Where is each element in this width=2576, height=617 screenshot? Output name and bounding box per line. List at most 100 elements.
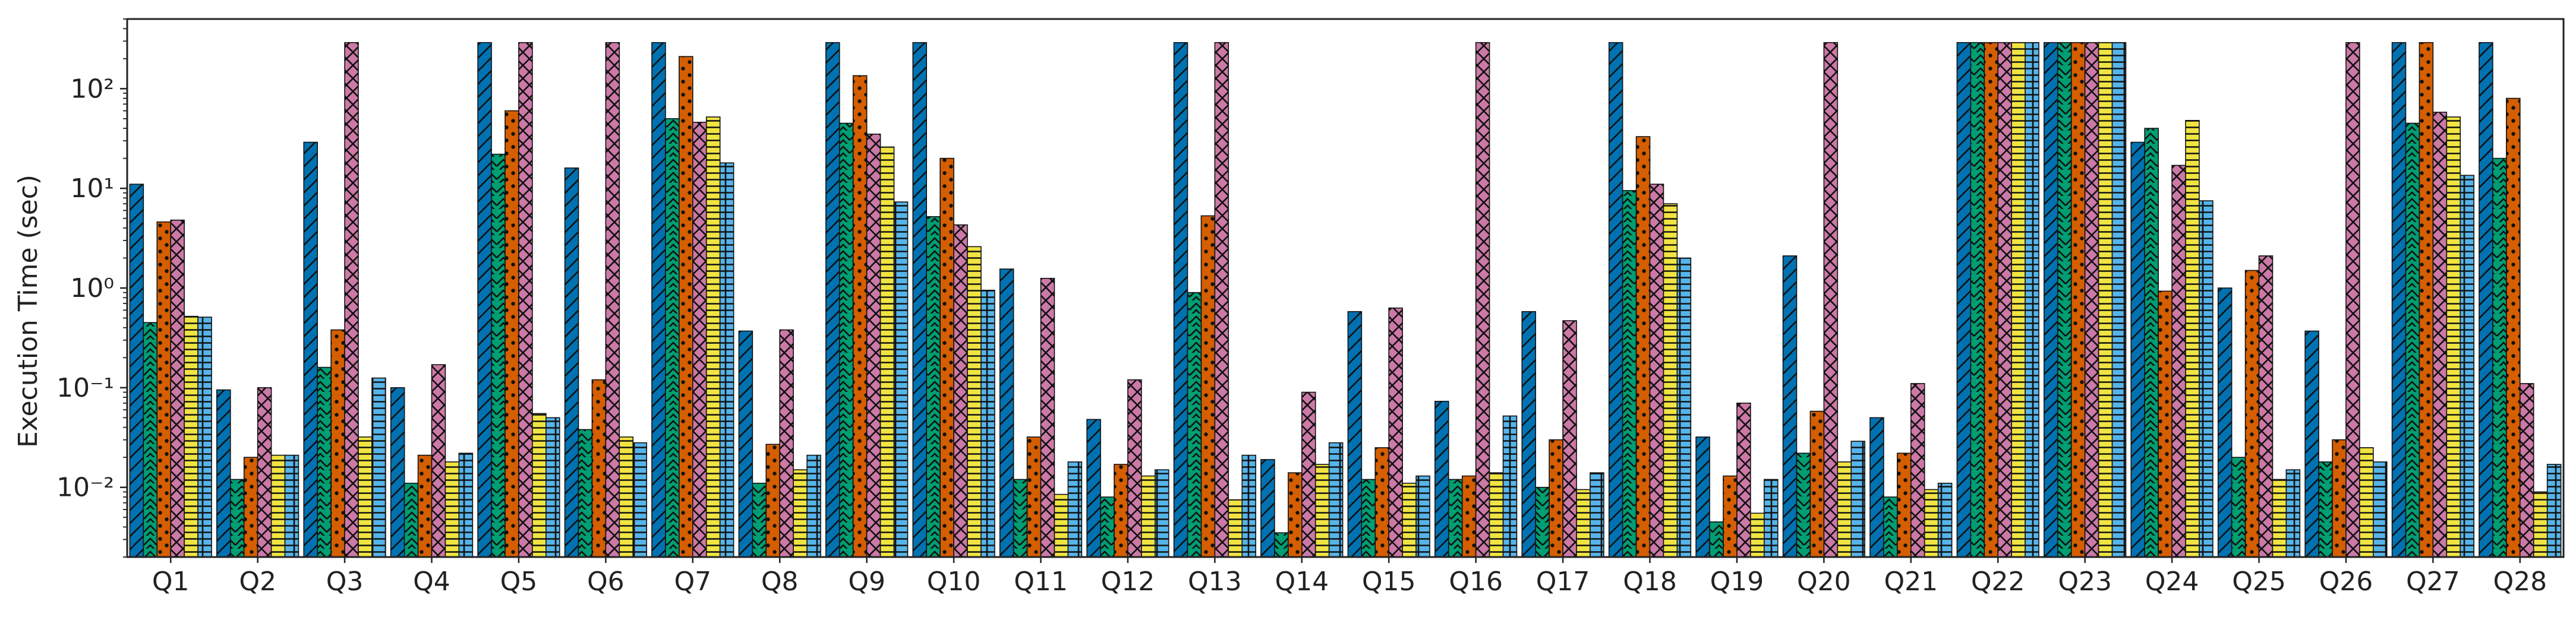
x-tick-label-q1: Q1 bbox=[152, 567, 190, 597]
bar-q26-series-3 bbox=[2332, 439, 2347, 558]
bar-q3-series-6 bbox=[371, 377, 386, 558]
bar-q2-series-6 bbox=[284, 454, 299, 558]
bar-q2-series-2 bbox=[229, 479, 245, 558]
bar-q20-series-4 bbox=[1823, 42, 1839, 558]
bar-q17-series-1 bbox=[1521, 311, 1536, 558]
bar-q27-series-5 bbox=[2446, 116, 2461, 558]
bar-q24-series-1 bbox=[2130, 141, 2145, 558]
bar-q9-series-2 bbox=[838, 122, 854, 558]
bar-q28-series-4 bbox=[2519, 383, 2534, 558]
bar-q1-series-4 bbox=[170, 219, 185, 558]
bar-q28-series-1 bbox=[2479, 42, 2493, 558]
bar-q3-series-3 bbox=[330, 329, 345, 558]
bar-group-q7 bbox=[651, 42, 734, 558]
bar-q22-series-1 bbox=[1956, 42, 1972, 558]
bar-q3-series-5 bbox=[358, 436, 373, 558]
bar-q9-series-3 bbox=[852, 75, 868, 558]
bar-q16-series-4 bbox=[1475, 42, 1490, 558]
bar-q9-series-5 bbox=[879, 146, 895, 558]
bar-q22-series-5 bbox=[2011, 42, 2026, 558]
bar-q11-series-2 bbox=[1013, 479, 1028, 558]
bar-group-q11 bbox=[999, 268, 1083, 558]
x-tick-label-q21: Q21 bbox=[1884, 567, 1938, 597]
bar-q7-series-5 bbox=[705, 116, 721, 558]
bar-q20-series-6 bbox=[1850, 441, 1865, 558]
bar-q13-series-2 bbox=[1187, 292, 1202, 558]
bar-q14-series-5 bbox=[1314, 464, 1330, 558]
bar-q24-series-6 bbox=[2199, 200, 2214, 558]
bar-q6-series-1 bbox=[564, 167, 579, 558]
bar-q4-series-5 bbox=[444, 461, 460, 558]
bar-q18-series-5 bbox=[1663, 203, 1678, 558]
bar-group-q3 bbox=[303, 42, 386, 558]
bar-q18-series-4 bbox=[1649, 183, 1664, 558]
bar-group-q21 bbox=[1869, 383, 1953, 558]
bar-q9-series-4 bbox=[866, 134, 881, 558]
bar-q21-series-4 bbox=[1910, 383, 1925, 558]
y-tick-label: 10⁻² bbox=[56, 473, 114, 503]
bar-q26-series-4 bbox=[2345, 42, 2360, 558]
bar-q17-series-3 bbox=[1549, 439, 1563, 558]
y-tick-label: 10¹ bbox=[70, 173, 114, 204]
bar-q15-series-4 bbox=[1388, 307, 1403, 558]
bar-q24-series-4 bbox=[2171, 164, 2186, 558]
bar-q12-series-1 bbox=[1086, 419, 1101, 558]
bar-group-q22 bbox=[1956, 42, 2039, 558]
bar-q8-series-3 bbox=[765, 444, 781, 558]
bar-q20-series-3 bbox=[1809, 410, 1825, 558]
bar-group-q16 bbox=[1434, 42, 1518, 558]
bar-q4-series-3 bbox=[417, 454, 433, 558]
x-tick-label-q22: Q22 bbox=[1971, 567, 2025, 597]
bar-q15-series-1 bbox=[1347, 311, 1363, 558]
x-tick-label-q24: Q24 bbox=[2145, 567, 2199, 597]
bar-q9-series-1 bbox=[825, 42, 840, 558]
bar-q7-series-2 bbox=[665, 118, 680, 558]
bar-q22-series-2 bbox=[1970, 42, 1985, 558]
bar-q12-series-5 bbox=[1141, 475, 1156, 558]
bar-q25-series-6 bbox=[2285, 469, 2301, 558]
bar-q12-series-4 bbox=[1127, 379, 1142, 558]
bar-q10-series-6 bbox=[980, 289, 995, 558]
x-tick-label-q20: Q20 bbox=[1797, 567, 1851, 597]
bar-q3-series-4 bbox=[344, 42, 359, 558]
bar-q28-series-3 bbox=[2506, 97, 2521, 558]
bar-q22-series-4 bbox=[1997, 42, 2012, 558]
bar-q11-series-6 bbox=[1067, 461, 1083, 558]
bar-q26-series-6 bbox=[2373, 461, 2388, 558]
bar-q18-series-3 bbox=[1635, 136, 1651, 558]
x-tick-label-q10: Q10 bbox=[927, 567, 981, 597]
bar-q9-series-6 bbox=[893, 201, 909, 558]
bar-q3-series-1 bbox=[303, 141, 318, 558]
bar-q19-series-2 bbox=[1709, 521, 1724, 558]
x-tick-label-q14: Q14 bbox=[1275, 567, 1329, 597]
bar-q1-series-3 bbox=[156, 221, 172, 558]
bar-q11-series-4 bbox=[1040, 277, 1055, 558]
bar-group-q2 bbox=[216, 387, 299, 558]
bar-q24-series-3 bbox=[2158, 290, 2173, 558]
bar-q7-series-6 bbox=[719, 162, 734, 558]
bar-q19-series-1 bbox=[1695, 436, 1710, 558]
bar-q8-series-2 bbox=[752, 482, 767, 558]
bar-q23-series-2 bbox=[2057, 42, 2072, 558]
bar-q10-series-5 bbox=[967, 246, 982, 558]
bar-group-q6 bbox=[564, 42, 647, 558]
x-tick-label-q28: Q28 bbox=[2493, 567, 2547, 597]
bar-group-q17 bbox=[1521, 311, 1604, 558]
bar-q23-series-4 bbox=[2084, 42, 2099, 558]
bar-group-q10 bbox=[912, 42, 995, 558]
x-tick-label-q6: Q6 bbox=[587, 567, 625, 597]
bar-q19-series-6 bbox=[1764, 479, 1779, 558]
y-tick-label: 10⁰ bbox=[70, 273, 114, 303]
bar-q17-series-5 bbox=[1576, 489, 1591, 558]
bar-q14-series-3 bbox=[1288, 472, 1303, 558]
bar-q5-series-3 bbox=[505, 110, 519, 558]
bar-group-q27 bbox=[2391, 42, 2474, 558]
bar-q18-series-1 bbox=[1608, 42, 1623, 558]
bar-q13-series-6 bbox=[1241, 454, 1256, 558]
bar-q6-series-4 bbox=[605, 42, 620, 558]
bar-q14-series-1 bbox=[1260, 459, 1275, 558]
x-tick-label-q9: Q9 bbox=[848, 567, 885, 597]
x-tick-label-q19: Q19 bbox=[1710, 567, 1764, 597]
bar-q15-series-3 bbox=[1374, 447, 1390, 558]
